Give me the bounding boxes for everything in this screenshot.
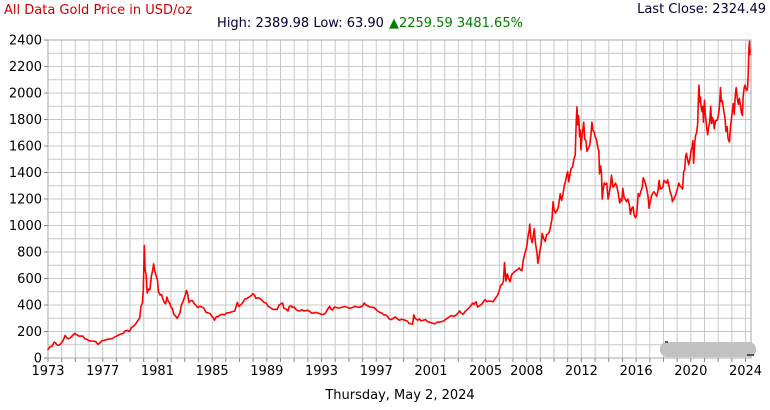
y-axis-label: 1600 — [9, 140, 42, 155]
y-axis-label: 600 — [17, 272, 42, 287]
y-axis-label: 200 — [17, 325, 42, 340]
x-axis-label: 1977 — [86, 364, 119, 379]
x-axis-label: 1985 — [196, 364, 229, 379]
y-axis-label: 2000 — [9, 87, 42, 102]
logo-remnant-speck — [747, 354, 754, 356]
y-axis-label: 1400 — [9, 166, 42, 181]
y-axis-label: 2400 — [9, 34, 42, 49]
y-axis-label: 1200 — [9, 193, 42, 208]
x-axis-label: 1989 — [250, 364, 283, 379]
x-axis-label: 2005 — [469, 364, 502, 379]
x-axis-label: 2020 — [674, 364, 707, 379]
high-low-stats: High: 2389.98 Low: 63.90 ▲2259.59 3481.65… — [217, 16, 523, 31]
high-low-text: High: 2389.98 Low: 63.90 — [217, 16, 384, 31]
x-axis-label: 2012 — [565, 364, 598, 379]
x-axis-label: 1997 — [360, 364, 393, 379]
y-axis-label: 2200 — [9, 60, 42, 75]
logo-remnant-speck — [665, 341, 668, 343]
gold-price-line — [47, 40, 751, 351]
x-axis-label: 1993 — [305, 364, 338, 379]
x-axis-label: 2024 — [729, 364, 762, 379]
change-text: ▲2259.59 3481.65% — [388, 16, 523, 31]
date-label: Thursday, May 2, 2024 — [325, 388, 475, 403]
y-axis-label: 800 — [17, 246, 42, 261]
x-axis-label: 2016 — [620, 364, 653, 379]
watermark-blob — [660, 341, 756, 357]
last-close-value: Last Close: 2324.49 — [637, 2, 766, 17]
y-axis-label: 1800 — [9, 113, 42, 128]
x-axis-label: 2008 — [510, 364, 543, 379]
y-axis-label: 400 — [17, 299, 42, 314]
chart-title: All Data Gold Price in USD/oz — [4, 3, 193, 18]
x-axis-label: 1973 — [31, 364, 64, 379]
x-axis-label: 2001 — [414, 364, 447, 379]
x-axis-label: 1981 — [141, 364, 174, 379]
y-axis-label: 1000 — [9, 219, 42, 234]
y-axis-label: 0 — [34, 352, 42, 367]
